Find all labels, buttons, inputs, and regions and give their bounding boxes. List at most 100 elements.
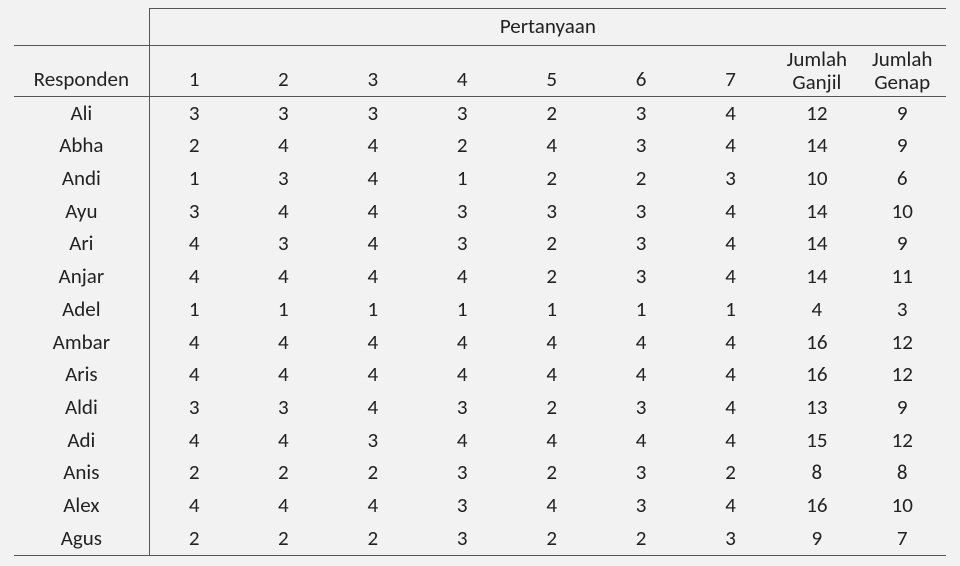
cell-responden: Ayu [14,195,149,228]
cell-responden: Anis [14,457,149,490]
cell-q5: 2 [507,457,596,490]
table-row: Anis222323288 [14,457,946,490]
col-q6: 6 [596,45,685,96]
table-row: Abha2442434149 [14,130,946,163]
cell-q3: 3 [328,424,417,457]
cell-q5: 2 [507,261,596,294]
cell-q5: 2 [507,97,596,130]
cell-q7: 4 [686,228,775,261]
table-row: Agus222322397 [14,522,946,555]
cell-q1: 4 [149,359,238,392]
cell-q2: 3 [239,392,328,425]
cell-q2: 4 [239,261,328,294]
cell-q1: 2 [149,457,238,490]
cell-q2: 4 [239,490,328,523]
cell-q1: 2 [149,522,238,555]
table-row: Aris44444441612 [14,359,946,392]
cell-responden: Ali [14,97,149,130]
cell-q6: 2 [596,163,685,196]
cell-responden: Adel [14,293,149,326]
cell-q3: 1 [328,293,417,326]
cell-q1: 4 [149,424,238,457]
cell-q2: 2 [239,522,328,555]
responden-header: Responden [14,45,149,96]
cell-q2: 4 [239,130,328,163]
cell-q5: 4 [507,490,596,523]
cell-q2: 4 [239,195,328,228]
cell-q7: 4 [686,424,775,457]
cell-q5: 1 [507,293,596,326]
cell-q7: 1 [686,293,775,326]
cell-q2: 3 [239,228,328,261]
cell-jumlah-genap: 9 [858,130,946,163]
cell-jumlah-ganjil: 16 [775,490,858,523]
cell-q5: 4 [507,326,596,359]
cell-q5: 2 [507,163,596,196]
cell-jumlah-ganjil: 13 [775,392,858,425]
header-row-1: Pertanyaan [14,9,946,46]
cell-q2: 4 [239,326,328,359]
cell-responden: Aldi [14,392,149,425]
cell-q7: 4 [686,490,775,523]
cell-q1: 3 [149,97,238,130]
cell-q7: 3 [686,163,775,196]
cell-jumlah-ganjil: 14 [775,228,858,261]
cell-q3: 4 [328,195,417,228]
cell-q6: 3 [596,97,685,130]
cell-jumlah-ganjil: 14 [775,195,858,228]
cell-responden: Alex [14,490,149,523]
cell-q6: 3 [596,392,685,425]
cell-responden: Abha [14,130,149,163]
cell-q6: 4 [596,424,685,457]
cell-q4: 3 [418,195,507,228]
cell-q7: 4 [686,130,775,163]
cell-jumlah-genap: 3 [858,293,946,326]
cell-jumlah-ganjil: 4 [775,293,858,326]
cell-q1: 4 [149,490,238,523]
cell-responden: Ambar [14,326,149,359]
col-jumlah-genap: Jumlah Genap [858,45,946,96]
cell-jumlah-ganjil: 16 [775,326,858,359]
cell-jumlah-ganjil: 12 [775,97,858,130]
cell-jumlah-ganjil: 16 [775,359,858,392]
cell-q6: 3 [596,195,685,228]
table-body: Ali3333234129Abha2442434149Andi134122310… [14,97,946,556]
cell-q4: 4 [418,359,507,392]
cell-q3: 4 [328,163,417,196]
cell-jumlah-genap: 12 [858,359,946,392]
col-q4: 4 [418,45,507,96]
table-row: Ambar44444441612 [14,326,946,359]
cell-q4: 4 [418,424,507,457]
cell-jumlah-genap: 10 [858,490,946,523]
cell-q7: 4 [686,261,775,294]
cell-q3: 4 [328,392,417,425]
col-q5: 5 [507,45,596,96]
cell-q2: 3 [239,97,328,130]
cell-jumlah-genap: 6 [858,163,946,196]
jg-l2: Ganjil [792,69,841,95]
cell-jumlah-ganjil: 10 [775,163,858,196]
cell-q1: 4 [149,261,238,294]
cell-responden: Agus [14,522,149,555]
table-row: Anjar44442341411 [14,261,946,294]
cell-jumlah-genap: 12 [858,326,946,359]
cell-q7: 4 [686,97,775,130]
cell-jumlah-genap: 10 [858,195,946,228]
cell-jumlah-genap: 8 [858,457,946,490]
cell-q6: 3 [596,457,685,490]
cell-q1: 3 [149,195,238,228]
table-row: Adi44344441512 [14,424,946,457]
cell-jumlah-genap: 9 [858,392,946,425]
table-row: Alex44434341610 [14,490,946,523]
table-row: Adel111111143 [14,293,946,326]
cell-q1: 4 [149,326,238,359]
cell-responden: Andi [14,163,149,196]
cell-responden: Anjar [14,261,149,294]
cell-jumlah-genap: 12 [858,424,946,457]
cell-q2: 4 [239,424,328,457]
cell-jumlah-ganjil: 14 [775,130,858,163]
cell-responden: Ari [14,228,149,261]
col-q7: 7 [686,45,775,96]
cell-q3: 4 [328,261,417,294]
cell-q4: 3 [418,457,507,490]
